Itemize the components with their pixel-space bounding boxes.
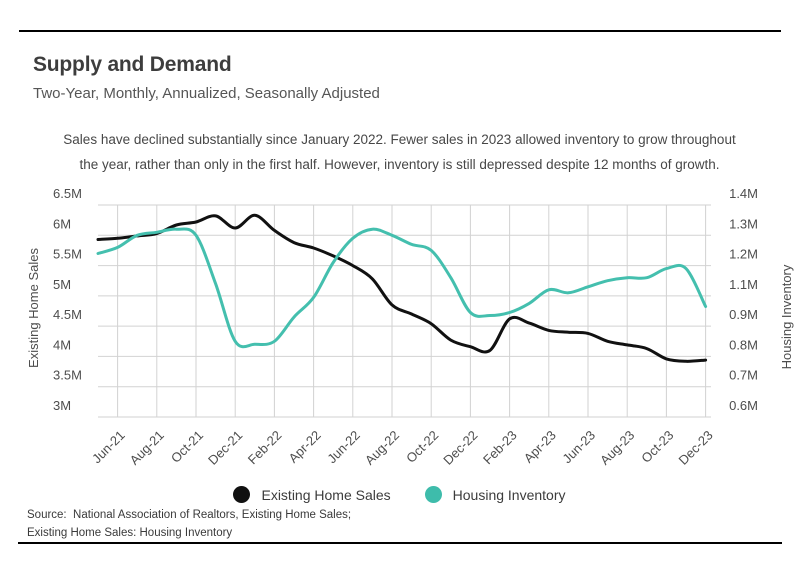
- legend-label: Existing Home Sales: [261, 486, 391, 503]
- left-axis-tick-label: 3.5M: [53, 368, 82, 383]
- x-axis-tick-label: Aug-21: [127, 428, 167, 468]
- annotation-line-1: Sales have declined substantially since …: [63, 132, 736, 147]
- left-axis-tick-label: 4M: [53, 337, 71, 352]
- left-axis-tick-label: 4.5M: [53, 307, 82, 322]
- chart-title: Supply and Demand: [33, 53, 232, 76]
- top-divider: [19, 30, 781, 32]
- right-axis-tick-label: 1.3M: [729, 216, 758, 231]
- x-axis-tick-label: Aug-22: [362, 428, 402, 468]
- annotation-line-2: the year, rather than only in the first …: [79, 157, 720, 172]
- x-axis-tick-label: Oct-22: [403, 428, 441, 466]
- bottom-divider: [18, 542, 782, 544]
- left-axis-tick-label: 3M: [53, 398, 71, 413]
- right-axis-tick-label: 1.1M: [729, 277, 758, 292]
- left-axis-tick-label: 5M: [53, 277, 71, 292]
- x-axis-tick-label: Apr-23: [521, 428, 559, 466]
- left-axis-title: Existing Home Sales: [26, 248, 41, 368]
- x-axis-tick-label: Jun-22: [324, 428, 363, 467]
- legend-item-housing-inventory: Housing Inventory: [424, 486, 566, 503]
- x-axis-tick-label: Oct-23: [638, 428, 676, 466]
- x-axis-tick-label: Jun-21: [89, 428, 128, 467]
- x-axis-tick-label: Dec-21: [205, 428, 245, 468]
- right-axis-tick-label: 0.6M: [729, 398, 758, 413]
- x-axis-tick-label: Jun-23: [559, 428, 598, 467]
- x-axis-tick-label: Dec-23: [675, 428, 715, 468]
- left-axis-tick-label: 6M: [53, 216, 71, 231]
- chart-annotation: Sales have declined substantially since …: [0, 127, 799, 177]
- right-axis-title: Housing Inventory: [779, 264, 794, 369]
- right-axis-tick-label: 0.8M: [729, 337, 758, 352]
- x-axis-tick-label: Aug-23: [597, 428, 637, 468]
- left-axis-tick-label: 5.5M: [53, 247, 82, 262]
- chart-legend: Existing Home Sales Housing Inventory: [0, 486, 799, 503]
- source-text-line-1: Source: National Association of Realtors…: [27, 509, 352, 521]
- x-axis-tick-label: Apr-22: [286, 428, 324, 466]
- left-axis-tick-label: 6.5M: [53, 186, 82, 201]
- right-axis-tick-label: 1.4M: [729, 186, 758, 201]
- existing-home-sales-dot-icon: [233, 486, 251, 503]
- source-text-line-2: Existing Home Sales: Housing Inventory: [27, 527, 233, 539]
- legend-item-existing-home-sales: Existing Home Sales: [233, 486, 391, 503]
- right-axis-tick-label: 0.9M: [729, 307, 758, 322]
- housing-inventory-dot-icon: [424, 486, 442, 503]
- x-axis-tick-label: Oct-21: [168, 428, 206, 466]
- right-axis-tick-label: 0.7M: [729, 368, 758, 383]
- chart-subtitle: Two-Year, Monthly, Annualized, Seasonall…: [33, 85, 380, 102]
- right-axis-tick-label: 1.2M: [729, 247, 758, 262]
- x-axis-tick-label: Feb-22: [245, 428, 285, 468]
- legend-label: Housing Inventory: [452, 486, 566, 503]
- existing-home-sales-line: [96, 213, 708, 363]
- housing-inventory-line: [96, 227, 708, 349]
- x-axis-tick-label: Feb-23: [480, 428, 520, 468]
- x-axis-tick-label: Dec-22: [440, 428, 480, 468]
